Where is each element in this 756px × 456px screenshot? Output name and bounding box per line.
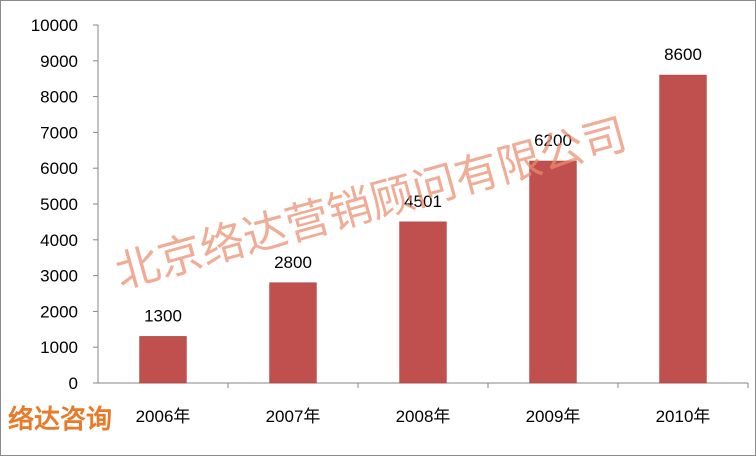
x-axis: 2006年 2007年 2008年 2009年 2010年 <box>98 382 749 426</box>
x-tick-label: 2007年 <box>266 407 321 426</box>
y-tick-label: 10000 <box>31 16 78 35</box>
y-tick-label: 5000 <box>40 195 78 214</box>
y-tick-label: 6000 <box>40 159 78 178</box>
bar <box>529 160 577 384</box>
bar-value-label: 6200 <box>534 131 572 150</box>
data-labels: 1300 2800 4501 6200 8600 <box>144 45 702 325</box>
y-tick-label: 8000 <box>40 88 78 107</box>
bars <box>139 74 707 384</box>
y-axis: 0 1000 2000 3000 4000 5000 6000 7000 8000 9000 100… <box>31 16 99 393</box>
brand-mark: 络达咨询 <box>8 404 112 435</box>
bar <box>399 221 447 384</box>
y-tick-label: 9000 <box>40 52 78 71</box>
y-tick-label: 3000 <box>40 267 78 286</box>
y-tick-label: 4000 <box>40 231 78 250</box>
bar <box>659 74 707 384</box>
y-tick-label: 1000 <box>40 338 78 357</box>
bar <box>269 282 317 384</box>
y-tick-label: 2000 <box>40 302 78 321</box>
x-tick-label: 2008年 <box>396 407 451 426</box>
x-tick-label: 2010年 <box>656 407 711 426</box>
bar-value-label: 8600 <box>664 45 702 64</box>
bar-value-label: 1300 <box>144 306 182 325</box>
bar-value-label: 2800 <box>274 253 312 272</box>
bar <box>139 336 187 384</box>
x-tick-label: 2009年 <box>526 407 581 426</box>
bar-value-label: 4501 <box>404 192 442 211</box>
x-tick-label: 2006年 <box>136 407 191 426</box>
y-tick-label: 0 <box>69 374 78 393</box>
y-tick-label: 7000 <box>40 123 78 142</box>
